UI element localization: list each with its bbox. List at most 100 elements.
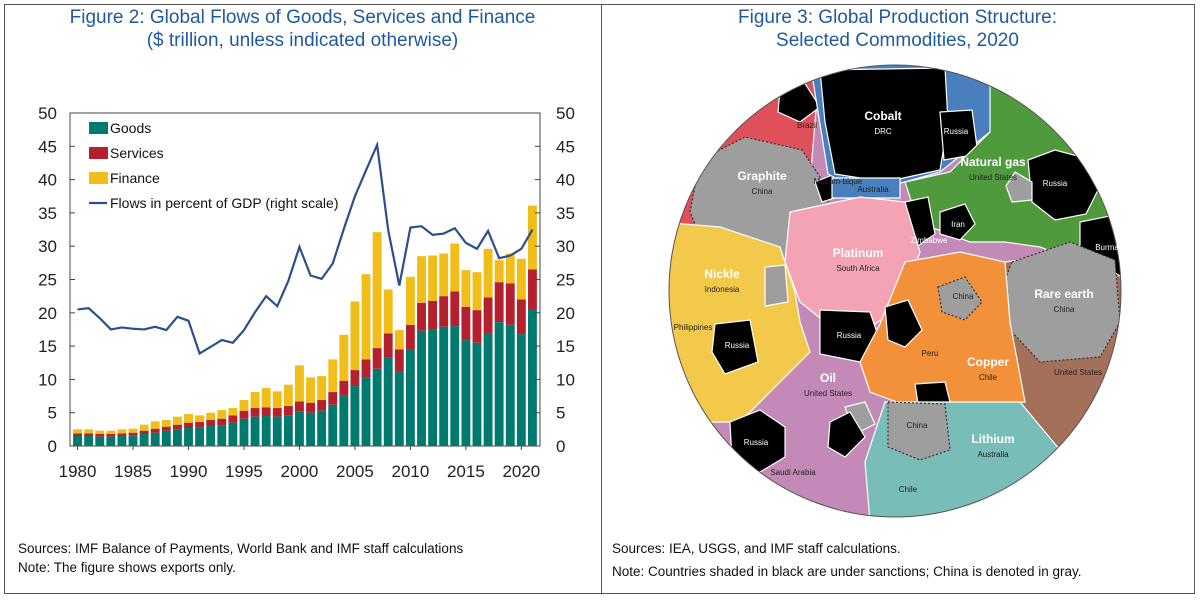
figure-frame xyxy=(4,4,1195,594)
y-tick-left-label: 45 xyxy=(38,137,57,156)
bar-finance-2001 xyxy=(306,377,315,403)
bar-goods-1984 xyxy=(117,436,127,446)
bar-goods-2005 xyxy=(350,386,360,446)
bar-services-2015 xyxy=(461,306,471,341)
bar-goods-2013 xyxy=(439,326,449,446)
bar-services-1987 xyxy=(150,428,160,433)
figure2-notes: Sources: IMF Balance of Payments, World … xyxy=(18,539,463,577)
bar-finance-2012 xyxy=(428,255,438,301)
bar-services-1982 xyxy=(95,434,105,437)
bar-services-1997 xyxy=(261,407,271,417)
bar-finance-1986 xyxy=(139,424,149,431)
country-label-russia-cobalt: Russia xyxy=(944,127,969,136)
x-tick-label: 2020 xyxy=(502,462,540,481)
figure3-sources: Sources: IEA, USGS, and IMF staff calcul… xyxy=(612,541,901,556)
bar-services-1988 xyxy=(161,426,171,431)
bar-services-1990 xyxy=(184,422,193,429)
legend-label: Services xyxy=(110,145,164,161)
lithium-label: Lithium xyxy=(971,432,1014,446)
bar-finance-2004 xyxy=(339,334,349,381)
lithium-country-label: Australia xyxy=(977,450,1009,459)
flows-chart: 0 5 10 15 20 25 30 35 40 45 50 0 5 10 15 20 25 30 35 40 45 5… xyxy=(38,104,575,481)
bar-goods-1987 xyxy=(150,432,160,446)
figure3-title-line1: Figure 3: Global Production Structure: xyxy=(738,7,1057,28)
figure3-notes: Sources: IEA, USGS, and IMF staff calcul… xyxy=(612,539,1082,581)
country-label-us-rare-earth: United States xyxy=(1054,368,1102,377)
bar-goods-1982 xyxy=(95,436,105,446)
bar-finance-2003 xyxy=(328,359,338,393)
x-tick-label: 1990 xyxy=(170,462,208,481)
bar-goods-2010 xyxy=(405,349,415,446)
y-tick-left-label: 10 xyxy=(38,370,57,389)
bar-goods-1991 xyxy=(195,427,205,446)
bar-goods-1981 xyxy=(84,436,94,446)
bar-finance-1999 xyxy=(283,384,293,407)
country-label-brazil: Brazil xyxy=(797,121,817,130)
y-tick-right-label: 45 xyxy=(556,137,575,156)
bar-goods-1993 xyxy=(217,425,227,446)
country-label-china-copper: China xyxy=(953,292,974,301)
graphite-country-label: China xyxy=(752,187,773,196)
bar-finance-2000 xyxy=(295,365,304,402)
y-tick-right-label: 10 xyxy=(556,370,575,389)
y-tick-right-label: 30 xyxy=(556,237,575,256)
bar-finance-2013 xyxy=(439,253,449,297)
bar-finance-2006 xyxy=(361,274,371,360)
bar-services-2002 xyxy=(317,400,327,411)
bar-goods-2006 xyxy=(361,377,371,446)
nickel-russia-region xyxy=(711,319,759,375)
platinum-country-label: South Africa xyxy=(836,264,880,273)
bar-finance-2009 xyxy=(394,330,404,350)
bar-goods-2004 xyxy=(339,395,349,446)
country-label-peru: Peru xyxy=(922,349,939,358)
bar-services-1981 xyxy=(84,433,94,437)
bar-finance-1995 xyxy=(239,400,249,411)
bar-services-2000 xyxy=(295,401,304,412)
graphite-label: Graphite xyxy=(737,169,787,183)
bar-finance-2018 xyxy=(494,260,504,283)
oil-country-label: United States xyxy=(804,389,852,398)
copper-label: Copper xyxy=(967,355,1009,369)
country-label-burma: Burma xyxy=(1095,243,1119,252)
cobalt-australia-region xyxy=(831,177,901,199)
bar-goods-2021 xyxy=(528,309,537,446)
x-tick-label: 2015 xyxy=(447,462,485,481)
y-tick-left-label: 20 xyxy=(38,304,57,323)
bar-services-2011 xyxy=(417,302,426,331)
production-structure-chart: Cobalt DRC Graphite China Natural gas United … xyxy=(668,64,1122,518)
bar-services-1986 xyxy=(139,430,149,435)
bar-finance-1989 xyxy=(172,416,182,425)
bar-services-1989 xyxy=(172,424,182,430)
figure2-title: Figure 2: Global Flows of Goods, Service… xyxy=(10,6,595,52)
bar-goods-1998 xyxy=(272,416,282,446)
bar-finance-1991 xyxy=(195,415,205,423)
x-tick-label: 1980 xyxy=(59,462,97,481)
bar-goods-2000 xyxy=(295,411,304,446)
country-label-russia-nickel: Russia xyxy=(725,341,750,350)
rare-earth-label: Rare earth xyxy=(1034,287,1093,301)
y-tick-right-label: 20 xyxy=(556,304,575,323)
lithium-china-region xyxy=(887,401,951,461)
country-label-china-lithium: China xyxy=(907,421,928,430)
bar-finance-1990 xyxy=(184,414,193,423)
bar-services-2006 xyxy=(361,359,371,378)
y-tick-right-label: 0 xyxy=(556,437,565,456)
country-label-zimbabwe: Zimbabwe xyxy=(911,236,948,245)
bar-goods-1996 xyxy=(250,416,260,446)
bar-finance-1985 xyxy=(128,428,138,433)
bar-finance-1988 xyxy=(161,420,171,427)
y-tick-right-label: 5 xyxy=(556,404,565,423)
chart-legend: Goods Services Finance Flows in percent of … xyxy=(89,120,339,211)
bar-goods-1989 xyxy=(172,429,182,446)
country-label-russia-oil: Russia xyxy=(744,438,769,447)
x-tick-label: 2000 xyxy=(281,462,319,481)
natural-gas-label: Natural gas xyxy=(960,155,1026,169)
bar-services-2005 xyxy=(350,370,360,387)
bar-finance-1981 xyxy=(84,429,94,434)
bar-finance-1984 xyxy=(117,429,127,434)
bar-goods-1986 xyxy=(139,434,149,446)
platinum-label: Platinum xyxy=(833,246,884,260)
figure2-note: Note: The figure shows exports only. xyxy=(18,560,236,575)
cobalt-country-label: DRC xyxy=(874,127,892,136)
y-tick-left-label: 5 xyxy=(48,404,57,423)
